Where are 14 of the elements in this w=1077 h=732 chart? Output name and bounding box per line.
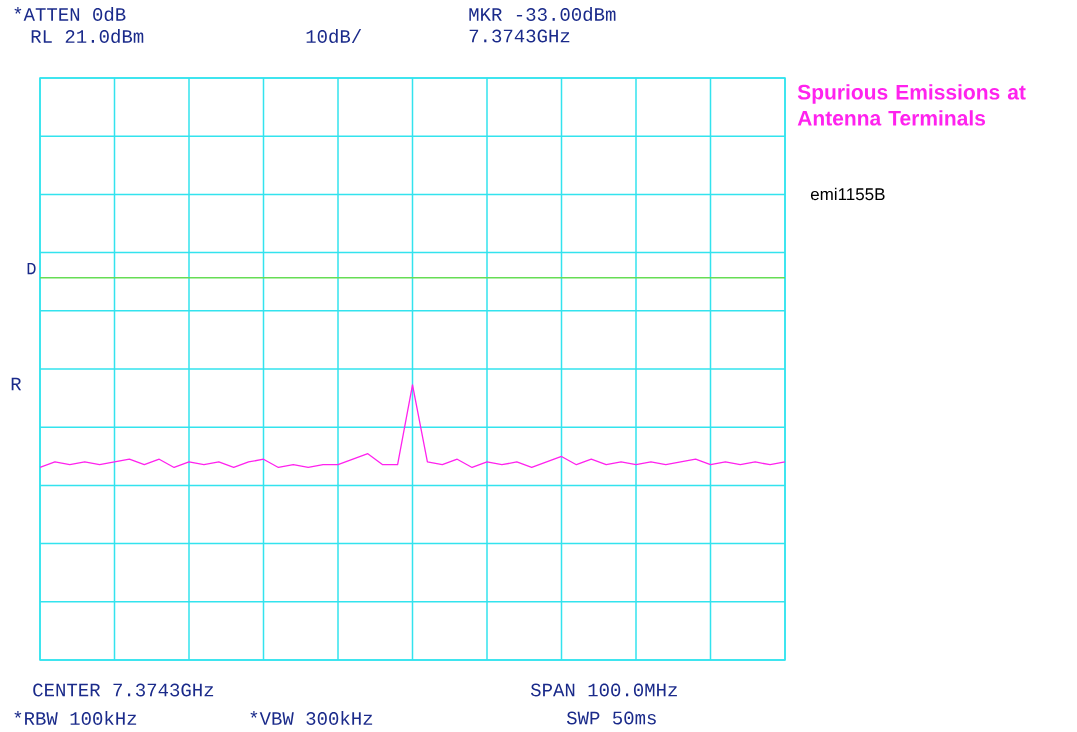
text: 10dB/ bbox=[306, 28, 362, 43]
text: SPAN 100.0MHz bbox=[530, 683, 677, 697]
text: SWP 50ms bbox=[566, 711, 656, 725]
text: CENTER 7.3743GHz bbox=[33, 683, 214, 697]
text: emi1155B bbox=[810, 187, 885, 201]
text: RL 21.0dBm bbox=[31, 28, 144, 43]
text: MKR -33.00dBm bbox=[469, 6, 616, 21]
ref-line-label: D bbox=[27, 262, 36, 275]
text: Spurious Emissions at Antenna Terminals bbox=[797, 84, 1026, 126]
text: R bbox=[11, 377, 22, 391]
text: 7.3743GHz bbox=[469, 29, 570, 43]
text: *RBW 100kHz bbox=[14, 711, 137, 725]
text: *ATTEN 0dB bbox=[14, 6, 126, 21]
text: *VBW 300kHz bbox=[250, 711, 373, 725]
